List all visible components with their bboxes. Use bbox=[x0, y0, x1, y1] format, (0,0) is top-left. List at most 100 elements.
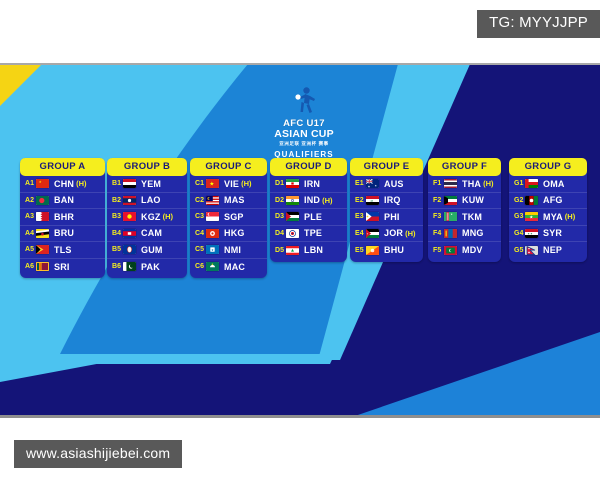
team-name: GUM bbox=[141, 244, 163, 255]
malaysia-flag bbox=[206, 195, 219, 205]
team-name: TLS bbox=[54, 244, 72, 255]
group-cards-container: GROUP A A1 ★ CHN (H) A2 BAN A3 BHR A4 BRU A5 TLS A6 SR… bbox=[20, 158, 587, 278]
bhutan-flag bbox=[366, 245, 379, 255]
host-marker: (H) bbox=[405, 228, 416, 238]
team-slot-code: A4 bbox=[25, 229, 35, 237]
myanmar-flag: ★ bbox=[525, 212, 538, 222]
team-name: IND bbox=[304, 195, 321, 206]
nepal-flag bbox=[525, 245, 538, 255]
group-header: GROUP E bbox=[350, 158, 423, 176]
team-row: F1 THA (H) bbox=[428, 176, 501, 193]
team-name: BHU bbox=[384, 245, 405, 256]
afghanistan-flag bbox=[525, 195, 538, 205]
timor-leste-flag bbox=[36, 245, 49, 255]
team-slot-code: E2 bbox=[355, 196, 364, 204]
group-header: GROUP F bbox=[428, 158, 501, 176]
team-row: E3 PHI bbox=[350, 209, 423, 226]
mongolia-flag bbox=[444, 228, 457, 238]
team-row: G5 NEP bbox=[509, 242, 587, 259]
team-slot-code: F2 bbox=[433, 196, 442, 204]
team-name: LAO bbox=[141, 195, 161, 206]
team-name: TKM bbox=[462, 211, 483, 222]
team-name: KUW bbox=[462, 195, 485, 206]
team-name: AUS bbox=[384, 178, 404, 189]
singapore-flag bbox=[206, 212, 219, 222]
oman-flag bbox=[525, 179, 538, 189]
team-name: OMA bbox=[543, 178, 565, 189]
team-slot-code: E1 bbox=[355, 180, 364, 188]
svg-text:★: ★ bbox=[211, 248, 214, 252]
team-name: SGP bbox=[224, 211, 244, 222]
bangladesh-flag bbox=[36, 195, 49, 205]
team-row: D3 PLE bbox=[270, 209, 347, 226]
team-name: PHI bbox=[384, 211, 400, 222]
team-name: SYR bbox=[543, 228, 563, 239]
team-row: G4 ★ ★ SYR bbox=[509, 226, 587, 242]
team-row: G1 OMA bbox=[509, 176, 587, 193]
group-header: GROUP B bbox=[107, 158, 187, 176]
team-slot-code: G4 bbox=[514, 229, 524, 237]
group-header: GROUP C bbox=[190, 158, 267, 176]
navy-shape bbox=[0, 64, 600, 417]
svg-text:★: ★ bbox=[368, 185, 371, 189]
team-slot-code: A2 bbox=[25, 196, 35, 204]
team-row: F5 MDV bbox=[428, 242, 501, 259]
team-row: G2 AFG bbox=[509, 193, 587, 209]
svg-text:★: ★ bbox=[529, 215, 534, 220]
group-card-a: GROUP A A1 ★ CHN (H) A2 BAN A3 BHR A4 BRU A5 TLS A6 SR… bbox=[20, 158, 105, 278]
bahrain-flag bbox=[36, 212, 49, 222]
team-row: F2 KUW bbox=[428, 193, 501, 209]
cambodia-flag bbox=[123, 228, 136, 238]
pakistan-flag bbox=[123, 262, 136, 272]
team-slot-code: C3 bbox=[195, 213, 205, 221]
poster-bottom-seam bbox=[0, 415, 600, 418]
team-slot-code: B6 bbox=[112, 263, 122, 271]
team-name: AFG bbox=[543, 195, 563, 206]
team-slot-code: G2 bbox=[514, 196, 524, 204]
team-row: E2 ﷲ IRQ bbox=[350, 193, 423, 209]
team-row: A1 ★ CHN (H) bbox=[20, 176, 105, 193]
svg-text:★: ★ bbox=[39, 180, 42, 184]
team-slot-code: A1 bbox=[25, 180, 35, 188]
team-slot-code: E5 bbox=[355, 246, 364, 254]
team-slot-code: C4 bbox=[195, 229, 205, 237]
team-slot-code: F5 bbox=[433, 246, 442, 254]
team-name: IRN bbox=[304, 178, 321, 189]
team-name: THA bbox=[462, 178, 482, 189]
team-row: F4 MNG bbox=[428, 226, 501, 242]
team-slot-code: F4 bbox=[433, 229, 442, 237]
team-slot-code: A6 bbox=[25, 263, 35, 271]
lower-right-blue-wedge bbox=[352, 332, 600, 417]
team-row: B5 GUM bbox=[107, 242, 187, 259]
team-slot-code: G3 bbox=[514, 213, 524, 221]
jordan-flag: ★ bbox=[366, 228, 379, 238]
china-flag: ★ bbox=[36, 179, 49, 189]
team-name: CAM bbox=[141, 228, 163, 239]
host-marker: (H) bbox=[162, 212, 174, 222]
team-row: C5 ★ NMI bbox=[190, 242, 267, 259]
team-name: MDV bbox=[462, 245, 483, 256]
team-slot-code: F3 bbox=[433, 213, 442, 221]
svg-text:★: ★ bbox=[451, 213, 453, 216]
team-slot-code: F1 bbox=[433, 180, 442, 188]
team-name: MNG bbox=[462, 228, 484, 239]
team-row: A6 SRI bbox=[20, 259, 105, 276]
maldives-flag bbox=[444, 245, 457, 255]
team-name: YEM bbox=[141, 178, 162, 189]
team-name: KGZ bbox=[141, 211, 161, 222]
team-slot-code: B3 bbox=[112, 213, 122, 221]
macau-flag: ★ bbox=[206, 262, 219, 272]
afc-u17-asian-cup-logo: AFC U17 ASIAN CUP 亚洲足联 亚洲杯 赛事 QUALIFIERS bbox=[266, 86, 342, 160]
team-name: MYA bbox=[543, 211, 563, 222]
thailand-flag bbox=[444, 179, 457, 189]
team-name: PAK bbox=[141, 261, 160, 272]
team-name: CHN bbox=[54, 178, 75, 189]
kuwait-flag bbox=[444, 195, 457, 205]
team-row: G3 ★ MYA (H) bbox=[509, 209, 587, 226]
logo-line-1: AFC U17 bbox=[283, 118, 325, 129]
team-name: SRI bbox=[54, 261, 70, 272]
team-slot-code: C5 bbox=[195, 246, 205, 254]
team-row: C2 MAS bbox=[190, 193, 267, 209]
team-name: BHR bbox=[54, 211, 75, 222]
